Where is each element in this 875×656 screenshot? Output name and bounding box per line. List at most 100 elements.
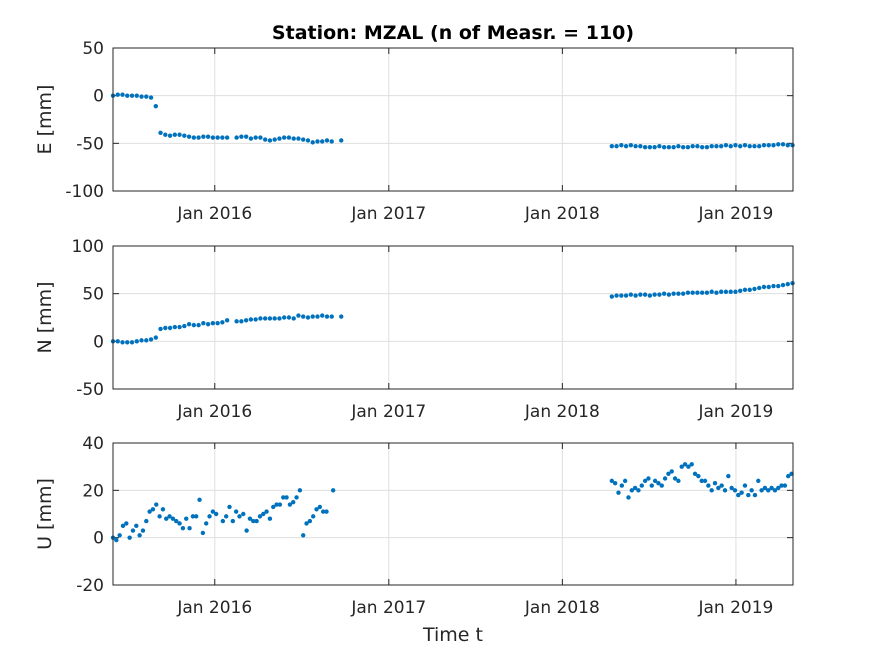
data-point (200, 530, 206, 536)
data-point (213, 511, 219, 517)
data-point (267, 138, 273, 143)
data-point (776, 485, 781, 491)
data-point (153, 335, 158, 340)
data-point (148, 337, 154, 342)
data-point (676, 291, 681, 296)
data-point (723, 143, 729, 148)
data-point (742, 483, 748, 488)
data-point (163, 132, 168, 137)
data-point (699, 144, 705, 150)
data-point (317, 504, 323, 510)
data-point (204, 521, 209, 526)
data-point (779, 483, 784, 488)
data-point (680, 291, 686, 296)
data-point (704, 290, 710, 295)
y-axis-label-U: U [mm] (34, 478, 56, 550)
data-point (191, 135, 197, 140)
data-point (223, 514, 229, 519)
data-point (642, 292, 648, 297)
data-point (287, 502, 293, 507)
data-point (642, 144, 648, 150)
data-point (124, 521, 129, 526)
data-point (742, 287, 748, 293)
data-point (220, 135, 225, 140)
data-point (296, 313, 301, 318)
data-point (281, 135, 287, 140)
data-point (771, 283, 776, 289)
data-point (742, 143, 748, 148)
data-point (776, 283, 781, 289)
data-point (699, 478, 704, 484)
y-tick-label: -100 (65, 182, 104, 202)
subplot-N: Jan 2016 Jan 2017 Jan 2018 Jan 2019 -50 0 50 10… (34, 237, 795, 422)
data-point (695, 290, 700, 295)
data-point (167, 133, 173, 138)
data-point (633, 143, 638, 149)
data-point (157, 514, 162, 519)
data-point (120, 523, 126, 529)
data-point (248, 136, 254, 141)
data-point (207, 514, 212, 519)
data-point (704, 144, 710, 150)
data-point (187, 526, 192, 531)
data-point (652, 478, 658, 484)
data-point (657, 292, 662, 297)
data-point (220, 518, 226, 524)
data-point (262, 316, 268, 321)
data-point (782, 483, 788, 488)
data-point (191, 322, 197, 328)
data-point (177, 521, 182, 526)
data-point (680, 144, 686, 150)
data-point (686, 464, 691, 469)
data-point (757, 143, 762, 149)
data-point (251, 518, 256, 524)
x-tick-label: Jan 2016 (176, 598, 252, 618)
data-point (614, 143, 619, 149)
x-tick-label: Jan 2018 (524, 204, 600, 224)
data-point (682, 462, 688, 467)
data-point (257, 514, 263, 519)
data-point (633, 293, 638, 298)
data-point (134, 523, 139, 529)
data-point (780, 282, 786, 288)
data-point (690, 143, 695, 149)
data-point (623, 143, 629, 149)
x-axis-label: Time t (422, 624, 483, 646)
data-point (638, 292, 643, 297)
data-point (622, 478, 628, 484)
data-point (247, 516, 253, 521)
data-point (244, 528, 249, 533)
data-point (733, 289, 738, 294)
data-point (304, 521, 309, 526)
data-point (230, 518, 236, 524)
data-point (666, 144, 672, 150)
data-point (759, 488, 764, 493)
data-point (609, 478, 615, 484)
axes-frame-N (112, 245, 794, 390)
data-point (158, 326, 163, 332)
data-point (689, 462, 694, 467)
data-point (190, 514, 196, 519)
data-point (714, 143, 719, 149)
data-point (786, 473, 791, 479)
data-point (642, 478, 648, 484)
data-point (154, 502, 159, 507)
data-point (320, 509, 326, 514)
data-point (652, 144, 657, 150)
data-point (614, 293, 619, 298)
data-point (297, 488, 303, 493)
data-point (699, 290, 705, 295)
axes-frame-U (112, 442, 794, 586)
data-point (314, 507, 319, 512)
data-point (248, 317, 254, 322)
data-point (227, 504, 232, 510)
data-point (771, 143, 776, 148)
data-point (719, 143, 724, 149)
data-point (120, 340, 125, 345)
data-point (291, 499, 296, 505)
data-point (752, 492, 758, 498)
data-point (134, 93, 139, 98)
data-point (114, 537, 119, 543)
data-point (233, 509, 239, 514)
data-point (752, 143, 757, 149)
